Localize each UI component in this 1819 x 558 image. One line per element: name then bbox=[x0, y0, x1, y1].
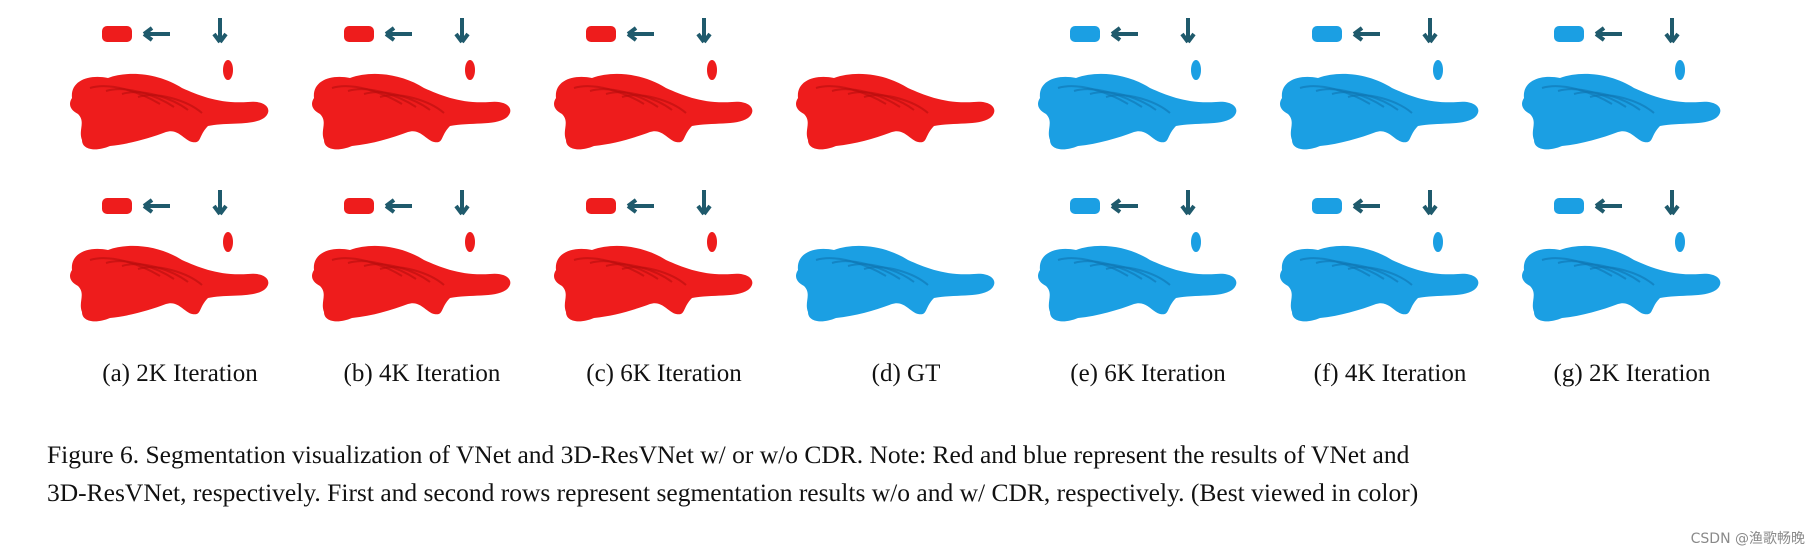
segmentation-render bbox=[1522, 18, 1721, 150]
segmentation-render bbox=[1280, 18, 1479, 150]
segmentation-render bbox=[796, 245, 995, 322]
left-arrow-icon bbox=[1110, 26, 1138, 42]
segmentation-render bbox=[70, 190, 269, 322]
down-arrow-icon bbox=[696, 18, 712, 44]
segmentation-render bbox=[312, 18, 511, 150]
left-arrow-icon bbox=[384, 26, 412, 42]
down-arrow-icon bbox=[454, 190, 470, 216]
sub-caption: (b) 4K Iteration bbox=[343, 360, 501, 387]
down-arrow-icon bbox=[1422, 190, 1438, 216]
segmentation-render bbox=[796, 73, 995, 150]
left-arrow-icon bbox=[384, 198, 412, 214]
left-arrow-icon bbox=[1352, 198, 1380, 214]
sub-figure-panel: (f) 4K Iteration bbox=[1270, 0, 1510, 400]
result-row-1 bbox=[544, 18, 784, 178]
left-arrow-icon bbox=[142, 198, 170, 214]
sub-figure-panel: (g) 2K Iteration bbox=[1512, 0, 1752, 400]
down-arrow-icon bbox=[1664, 190, 1680, 216]
segmentation-render bbox=[1280, 190, 1479, 322]
sub-caption: (d) GT bbox=[871, 360, 941, 387]
left-arrow-icon bbox=[626, 198, 654, 214]
segmentation-render bbox=[554, 190, 753, 322]
result-row-2 bbox=[1270, 190, 1510, 350]
sub-figure-panel: (e) 6K Iteration bbox=[1028, 0, 1268, 400]
sub-caption: (f) 4K Iteration bbox=[1313, 360, 1467, 387]
result-row-1 bbox=[1028, 18, 1268, 178]
left-arrow-icon bbox=[142, 26, 170, 42]
watermark: CSDN @渔歌畅晚 bbox=[1690, 531, 1805, 547]
down-arrow-icon bbox=[1180, 190, 1196, 216]
figure-caption: Figure 6. Segmentation visualization of … bbox=[47, 436, 1767, 512]
segmentation-render bbox=[1038, 18, 1237, 150]
sub-figure-panel: (d) GT bbox=[786, 0, 1026, 400]
down-arrow-icon bbox=[1664, 18, 1680, 44]
segmentation-render bbox=[312, 190, 511, 322]
result-row-1 bbox=[60, 18, 300, 178]
left-arrow-icon bbox=[1110, 198, 1138, 214]
result-row-1 bbox=[1270, 18, 1510, 178]
result-row-2 bbox=[60, 190, 300, 350]
sub-caption: (c) 6K Iteration bbox=[586, 360, 742, 387]
result-row-2 bbox=[544, 190, 784, 350]
segmentation-render bbox=[1038, 190, 1237, 322]
caption-line-1: Figure 6. Segmentation visualization of … bbox=[47, 440, 1410, 469]
sub-caption: (e) 6K Iteration bbox=[1070, 360, 1226, 387]
sub-figure-panel: (b) 4K Iteration bbox=[302, 0, 542, 400]
down-arrow-icon bbox=[1422, 18, 1438, 44]
figure-panels: (a) 2K Iteration (b) 4K Iteration (c) 6K I… bbox=[60, 0, 1752, 400]
result-row-1 bbox=[302, 18, 542, 178]
result-row-1 bbox=[1512, 18, 1752, 178]
segmentation-render bbox=[554, 18, 753, 150]
down-arrow-icon bbox=[1180, 18, 1196, 44]
sub-figure-panel: (a) 2K Iteration bbox=[60, 0, 300, 400]
result-row-2 bbox=[302, 190, 542, 350]
result-row-1 bbox=[786, 18, 1026, 178]
left-arrow-icon bbox=[626, 26, 654, 42]
sub-caption: (a) 2K Iteration bbox=[102, 360, 258, 387]
down-arrow-icon bbox=[212, 18, 228, 44]
sub-caption: (g) 2K Iteration bbox=[1553, 360, 1711, 387]
left-arrow-icon bbox=[1594, 26, 1622, 42]
left-arrow-icon bbox=[1594, 198, 1622, 214]
result-row-2 bbox=[1028, 190, 1268, 350]
result-row-2 bbox=[1512, 190, 1752, 350]
caption-line-2: 3D-ResVNet, respectively. First and seco… bbox=[47, 478, 1419, 507]
result-row-2 bbox=[786, 190, 1026, 350]
left-arrow-icon bbox=[1352, 26, 1380, 42]
down-arrow-icon bbox=[454, 18, 470, 44]
segmentation-render bbox=[1522, 190, 1721, 322]
sub-figure-panel: (c) 6K Iteration bbox=[544, 0, 784, 400]
segmentation-render bbox=[70, 18, 269, 150]
down-arrow-icon bbox=[696, 190, 712, 216]
down-arrow-icon bbox=[212, 190, 228, 216]
